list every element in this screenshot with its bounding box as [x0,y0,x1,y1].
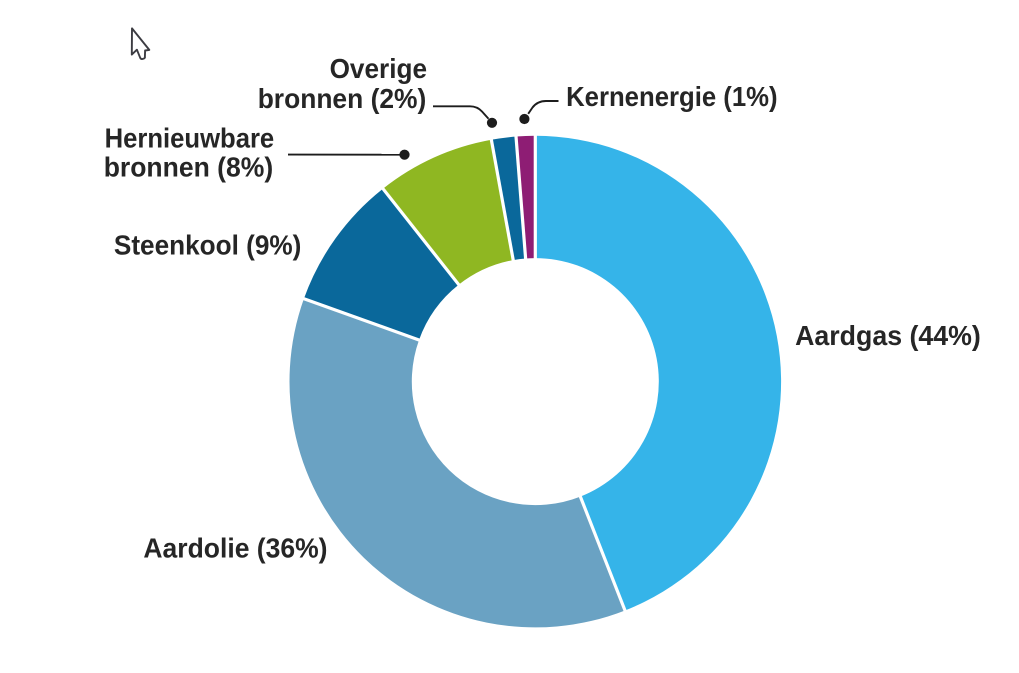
svg-text:bronnen (2%): bronnen (2%) [258,83,427,114]
svg-text:Kernenergie (1%): Kernenergie (1%) [566,81,778,112]
svg-text:Aardgas (44%): Aardgas (44%) [795,320,981,351]
svg-text:Hernieuwbare: Hernieuwbare [105,122,275,153]
svg-text:Aardolie (36%): Aardolie (36%) [143,532,327,563]
svg-text:bronnen (8%): bronnen (8%) [104,151,274,182]
svg-text:Overige: Overige [330,53,427,84]
svg-text:Steenkool (9%): Steenkool (9%) [114,230,302,261]
